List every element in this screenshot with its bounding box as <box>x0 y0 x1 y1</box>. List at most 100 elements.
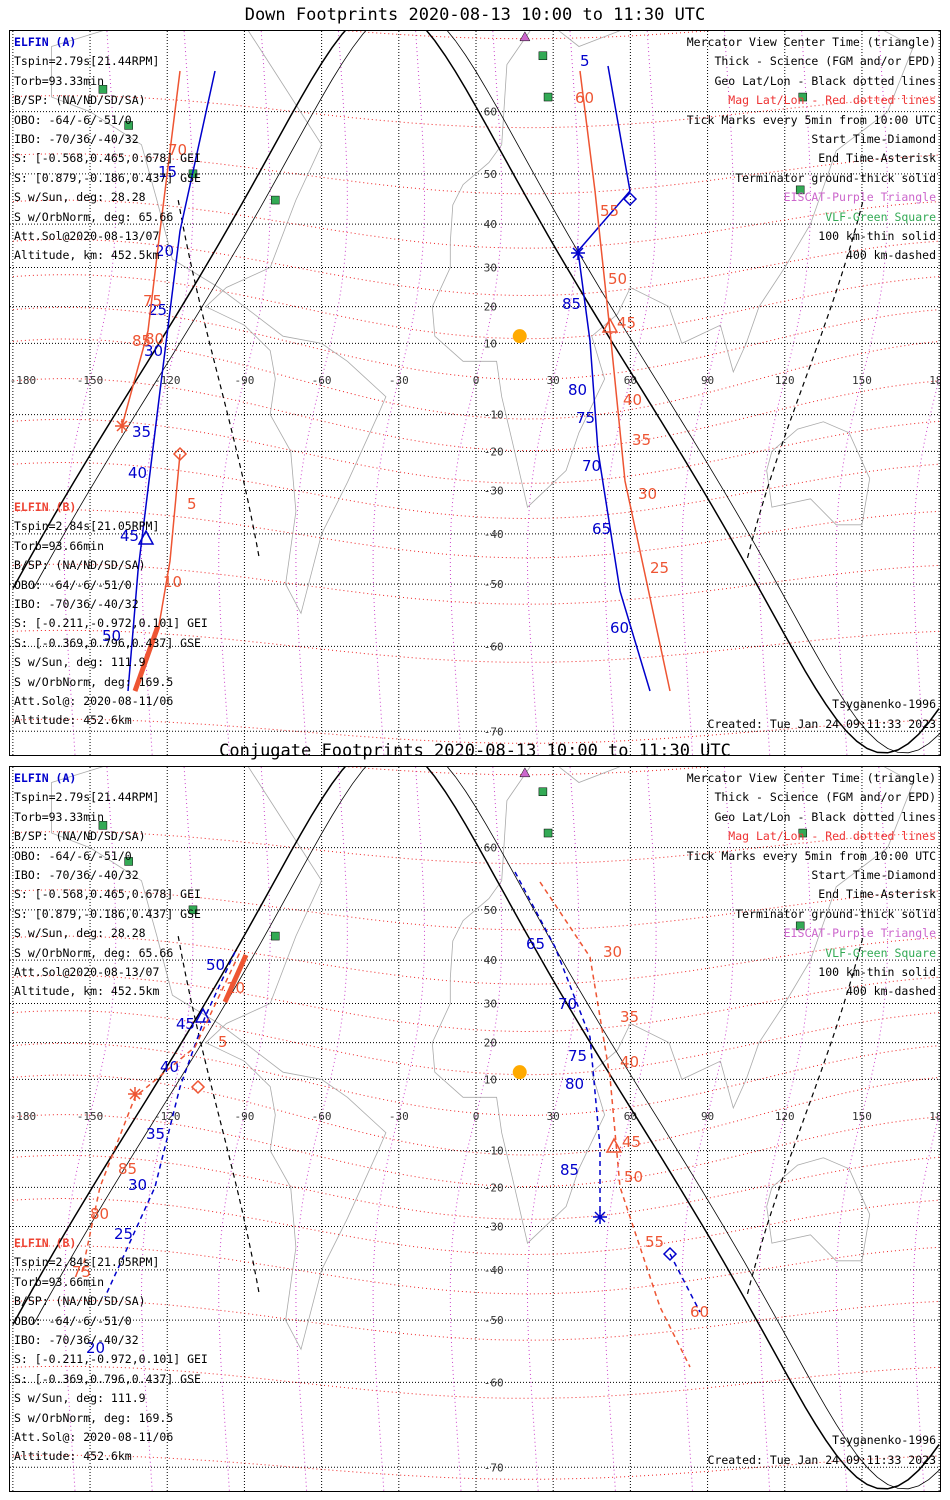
track-time-label: 30 <box>128 1176 147 1194</box>
track-time-label: 80 <box>565 1075 584 1093</box>
info-line: IBO: -70/36/-40/32 <box>14 131 139 146</box>
map-legend: Mercator View Center Time (triangle) Thic… <box>687 33 936 266</box>
lon-label: -30 <box>389 1110 409 1123</box>
terminator-ground <box>12 767 940 1490</box>
legend-entry: Mercator View Center Time (triangle) <box>686 35 936 49</box>
mag-meridian <box>140 767 194 1491</box>
track-time-label: 45 <box>176 1015 195 1033</box>
info-line: Torb=93.33min <box>14 809 105 824</box>
legend-entry: 400 km-dashed <box>845 984 936 999</box>
mag-meridian <box>835 31 889 755</box>
lon-label: 150 <box>852 374 872 387</box>
info-line: OBO: -64/-6/-51/0 <box>14 1313 132 1328</box>
lat-label: 20 <box>484 1037 497 1050</box>
legend-entry: Thick - Science (FGM and/or EPD) <box>714 790 936 805</box>
track-time-label: 50 <box>624 1168 643 1186</box>
track-time-label: 50 <box>102 627 121 645</box>
info-line: Torb=93.33min <box>14 73 105 88</box>
legend-entry: Mag Lat/Lon - Red dotted lines <box>728 93 936 108</box>
legend-entry: End Time-Asterisk <box>818 151 936 166</box>
mag-meridian <box>526 31 580 755</box>
info-line: Altitude, km: 452.5km <box>14 984 160 999</box>
lon-label: -180 <box>10 374 36 387</box>
track-time-label: 70 <box>582 457 601 475</box>
track-time-label: 25 <box>114 1225 133 1243</box>
lat-label: 10 <box>484 1073 497 1086</box>
track-time-label: 30 <box>603 943 622 961</box>
mag-meridian <box>295 31 348 755</box>
track-time-label: 75 <box>568 1047 587 1065</box>
end-asterisk-icon <box>128 1087 142 1101</box>
down-footprints-panel: -180 -150 -120 -90 -60 -30 0 30 60 90 120 150 180 70 6… <box>9 30 941 756</box>
info-line: S w/OrbNorm, deg: 169.5 <box>14 674 174 689</box>
legend-entry: Geo Lat/Lon - Black dotted lines <box>714 809 936 824</box>
mag-meridian <box>372 767 426 1491</box>
lon-label: 150 <box>852 1110 872 1123</box>
lat-label: -30 <box>484 485 504 498</box>
lon-label: -120 <box>154 374 181 387</box>
lon-label: -60 <box>312 374 332 387</box>
mag-meridian <box>604 767 657 1491</box>
vlf-square-icon <box>98 85 108 94</box>
info-line: Altitude, km: 452.5km <box>14 248 160 263</box>
eiscat-triangle-icon <box>519 31 531 42</box>
info-line: Tspin=2.84s[21.05RPM] <box>14 519 160 534</box>
info-line: S: [-0.211,-0.972,0.101] GEI <box>14 616 208 631</box>
elfin-a-info: ELFIN (A) Tspin=2.79s[21.44RPM] Torb=93.3… <box>14 769 201 998</box>
lat-label: 60 <box>484 842 497 855</box>
model-name: Tsyganenko-1996 <box>832 697 936 711</box>
track-time-label: 80 <box>90 1205 109 1223</box>
info-line: B/SP: (NA/ND/SD/SA) <box>14 558 146 573</box>
legend-entry: Terminator ground-thick solid <box>735 906 936 921</box>
created-timestamp: Created: Tue Jan 24 09:11:33 2023 <box>707 717 936 731</box>
elfin-a-track-west <box>127 70 216 692</box>
sun-icon <box>512 329 527 344</box>
center-triangle-icon <box>194 1007 212 1023</box>
top-panel-title: Down Footprints 2020-08-13 10:00 to 11:3… <box>244 5 706 25</box>
track-time-label: 85 <box>118 1160 137 1178</box>
mag-meridian <box>295 767 348 1491</box>
science-segment <box>132 625 161 692</box>
track-time-label: 5 <box>580 52 590 70</box>
info-line: OBO: -64/-6/-51/0 <box>14 112 132 127</box>
map-legend: Mercator View Center Time (triangle) Thic… <box>687 769 936 1002</box>
info-line: S w/Sun, deg: 28.28 <box>14 926 146 941</box>
legend-entry: Terminator ground-thick solid <box>735 170 936 185</box>
bottom-panel-title: Conjugate Footprints 2020-08-13 10:00 to… <box>219 741 731 761</box>
info-line: OBO: -64/-6/-51/0 <box>14 848 132 863</box>
lat-label: -20 <box>484 1181 504 1194</box>
track-time-label: 55 <box>600 202 619 220</box>
track-time-label: 40 <box>623 391 642 409</box>
center-triangle-icon <box>605 1137 623 1153</box>
mag-meridian <box>63 767 117 1491</box>
terminator-100km <box>33 31 940 754</box>
mag-parallel <box>12 418 940 484</box>
coastline <box>51 31 387 615</box>
vlf-square-icon <box>271 195 280 205</box>
created-timestamp: Created: Tue Jan 24 09:11:33 2023 <box>707 1453 936 1467</box>
mag-meridian <box>758 31 812 755</box>
legend-entry: 400 km-dashed <box>845 248 936 263</box>
info-line: S: [-0.568,0.465,0.678] GEI <box>14 151 201 166</box>
mag-meridian <box>912 373 940 755</box>
vlf-square-icon <box>188 905 198 915</box>
info-line: S: [-0.568,0.465,0.678] GEI <box>14 887 201 902</box>
terminator-400km <box>746 935 864 1295</box>
info-line: Att.Sol@2020-08-13/07 <box>14 964 160 979</box>
track-time-label: 20 <box>86 1339 105 1357</box>
lat-label: -20 <box>484 445 504 458</box>
lat-label: 50 <box>484 168 497 181</box>
legend-entry: 100 km-thin solid <box>818 228 936 243</box>
lon-label: 0 <box>473 1110 480 1123</box>
info-line: S w/OrbNorm, deg: 169.5 <box>14 1410 174 1425</box>
legend-entry: EISCAT-Purple Triangle <box>783 926 936 941</box>
elfin-b-header: ELFIN (B) <box>14 500 77 514</box>
elfin-b-track-east <box>579 70 671 692</box>
terminator-100km <box>33 767 940 1490</box>
conjugate-footprints-panel: -180 -150 -120 -90 -60 -30 0 30 60 90 120 150 180 70 6… <box>9 766 941 1492</box>
lat-label: 30 <box>484 997 497 1010</box>
info-line: S: [0.879,-0.186,0.437] GSE <box>14 906 201 921</box>
lon-label: 30 <box>547 1110 560 1123</box>
mag-meridian <box>449 31 503 755</box>
track-time-label: 40 <box>620 1053 639 1071</box>
